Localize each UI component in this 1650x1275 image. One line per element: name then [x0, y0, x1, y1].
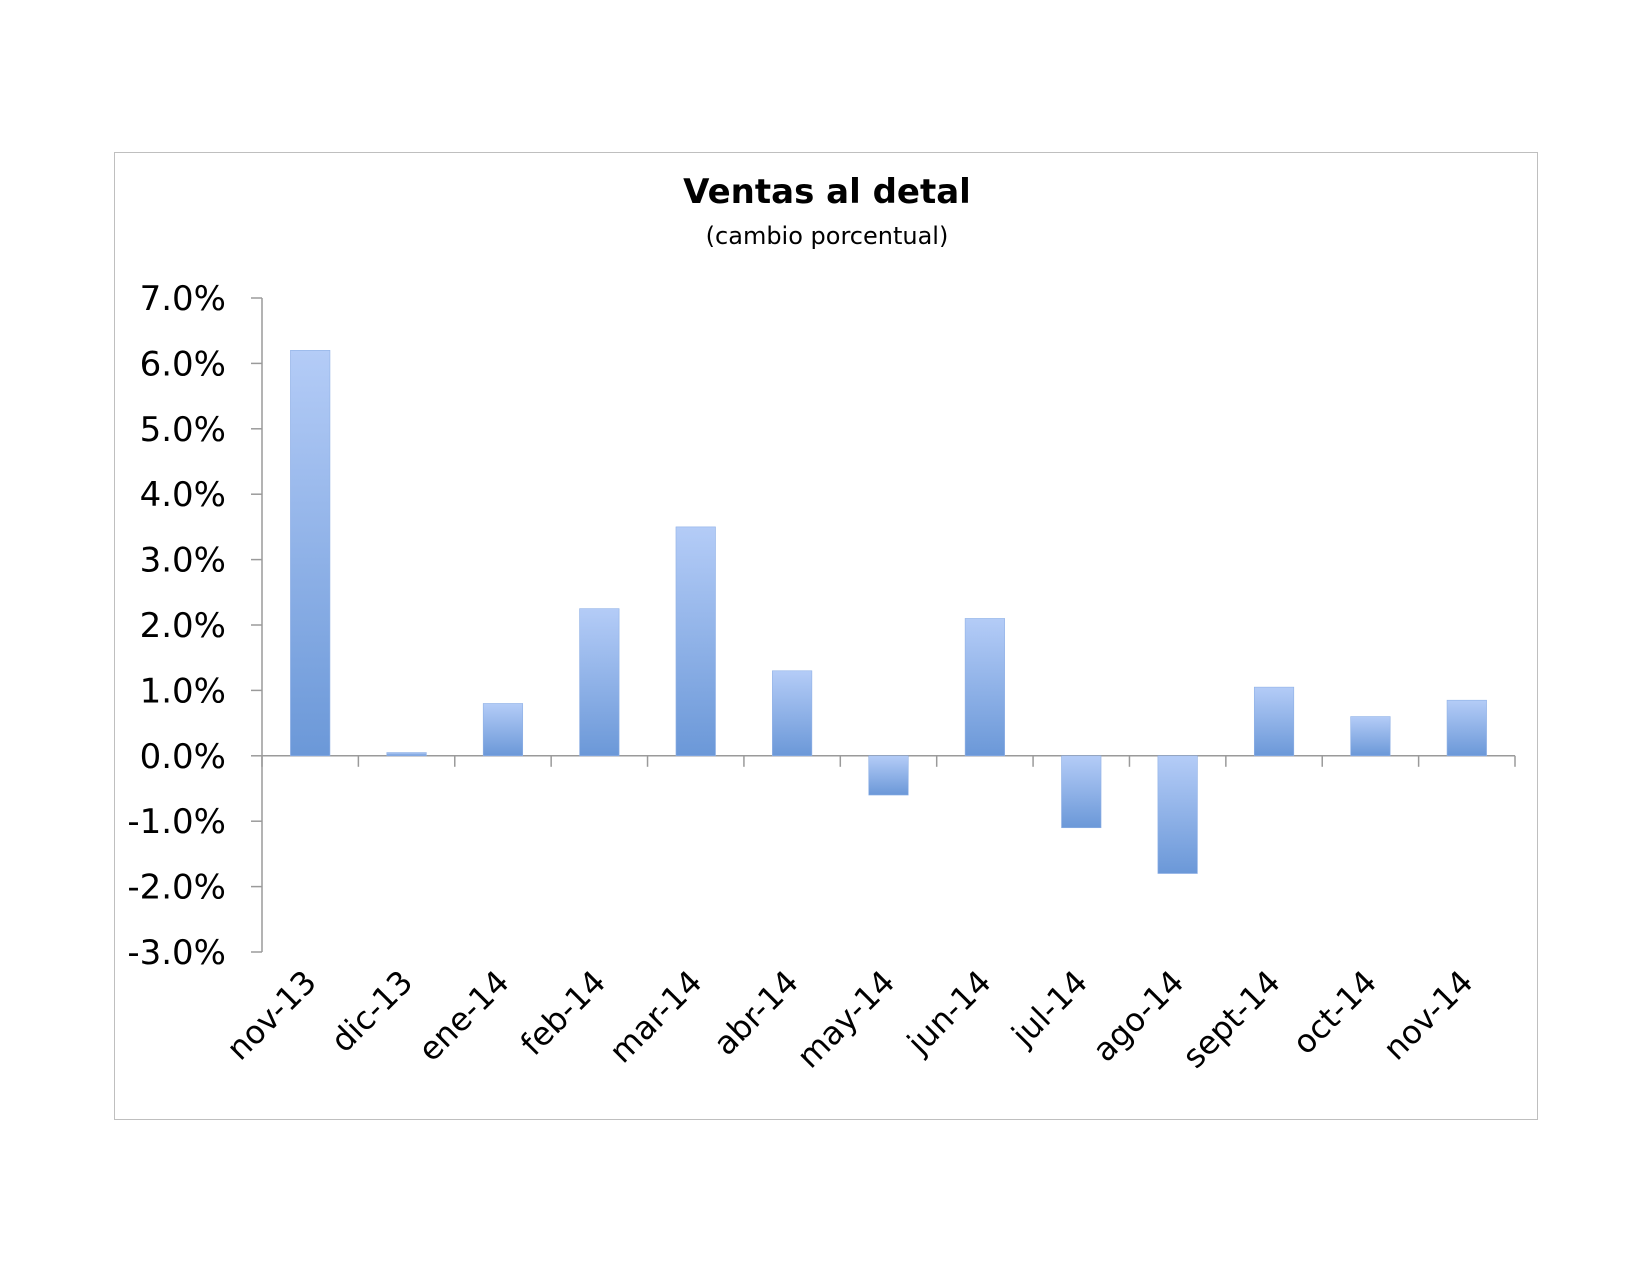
x-tick-label: nov-13 [219, 963, 324, 1068]
x-tick-label: jun-14 [899, 963, 999, 1063]
bar-mar-14 [675, 526, 716, 757]
x-tick-label: nov-14 [1376, 963, 1481, 1068]
y-tick-label: -1.0% [127, 802, 226, 842]
y-tick-label: 0.0% [140, 737, 226, 777]
bar-may-14 [868, 755, 909, 796]
bar-nov-13 [290, 350, 331, 757]
x-tick-label: mar-14 [602, 963, 710, 1071]
bar-jun-14 [964, 618, 1005, 757]
bar-nov-14 [1446, 699, 1487, 757]
x-tick-label: oct-14 [1285, 963, 1384, 1062]
x-tick-label: dic-13 [323, 963, 420, 1060]
x-tick-label: sept-14 [1175, 963, 1288, 1076]
chart-title: Ventas al detal [683, 172, 971, 212]
y-tick-label: -3.0% [127, 933, 226, 973]
bar-feb-14 [579, 608, 620, 757]
y-tick-label: 4.0% [140, 475, 226, 515]
y-tick-label: 6.0% [140, 344, 226, 384]
y-tick-label: -2.0% [127, 868, 226, 908]
bar-abr-14 [772, 670, 813, 757]
bar-chart: Ventas al detal (cambio porcentual) 7.0%… [127, 172, 1516, 1076]
x-tick-label: ago-14 [1085, 963, 1191, 1069]
bar-ago-14 [1157, 755, 1198, 874]
bar-dic-13 [386, 752, 427, 757]
x-tick-label: feb-14 [513, 963, 613, 1063]
y-tick-label: 1.0% [140, 671, 226, 711]
chart-subtitle: (cambio porcentual) [706, 222, 949, 250]
bar-jul-14 [1061, 755, 1102, 829]
x-tick-label: may-14 [789, 963, 902, 1076]
y-tick-label: 2.0% [140, 606, 226, 646]
bar-sept-14 [1253, 686, 1295, 757]
bar-ene-14 [482, 703, 524, 757]
y-tick-label: 7.0% [140, 279, 226, 319]
chart-frame: Ventas al detal (cambio porcentual) 7.0%… [114, 152, 1538, 1120]
bar-oct-14 [1350, 716, 1391, 757]
y-tick-label: 5.0% [140, 410, 226, 450]
x-tick-label: jul-14 [1003, 963, 1094, 1054]
x-tick-label: ene-14 [411, 963, 517, 1069]
y-tick-label: 3.0% [140, 541, 226, 581]
plot-area: 7.0% 6.0% 5.0% 4.0% 3.0% 2.0% 1.0% 0.0% -1.0% -2.… [127, 279, 1516, 1076]
